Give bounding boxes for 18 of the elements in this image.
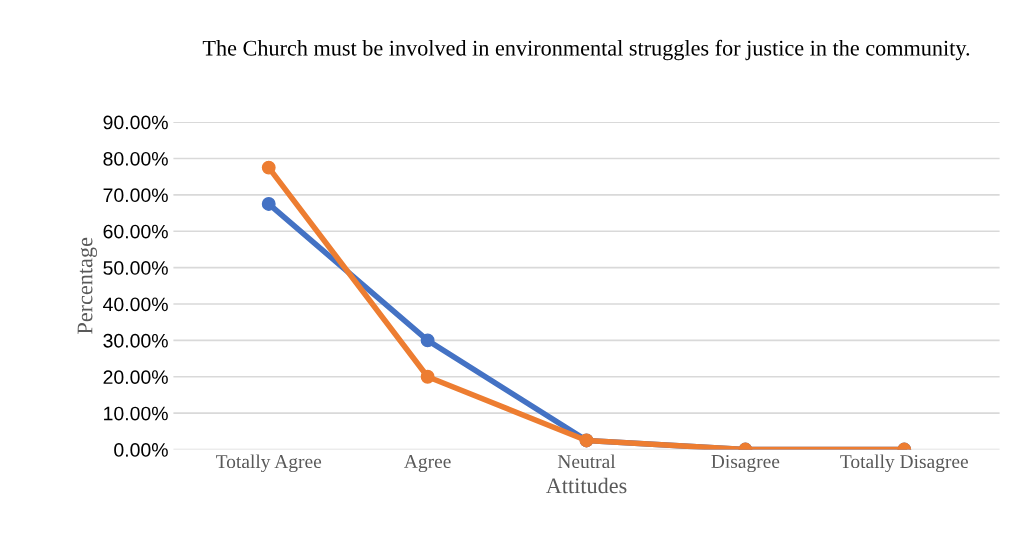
y-axis-title: Percentage xyxy=(77,237,98,334)
x-tick-label: Totally Agree xyxy=(216,454,322,473)
x-tick-label: Totally Disagree xyxy=(840,454,968,473)
y-tick-label: 40.00% xyxy=(103,297,168,312)
y-tick-label: 0.00% xyxy=(114,443,168,457)
y-tick-label: 20.00% xyxy=(103,370,168,385)
chart-title: The Church must be involved in environmental struggles for justice in the community. xyxy=(202,39,970,61)
x-tick-label: Disagree xyxy=(711,454,780,473)
y-tick-label: 30.00% xyxy=(103,333,168,348)
x-axis-title: Attitudes xyxy=(545,477,627,494)
x-tick-label: Neutral xyxy=(557,454,616,469)
y-tick-label: 50.00% xyxy=(103,261,168,275)
y-tick-label: 60.00% xyxy=(103,224,168,239)
y-tick-label: 80.00% xyxy=(103,151,168,166)
y-tick-label: 10.00% xyxy=(104,406,168,421)
y-tick-label: 70.00% xyxy=(103,188,168,203)
x-tick-label: Agree xyxy=(404,455,451,473)
y-tick-label: 90.00% xyxy=(103,115,168,130)
